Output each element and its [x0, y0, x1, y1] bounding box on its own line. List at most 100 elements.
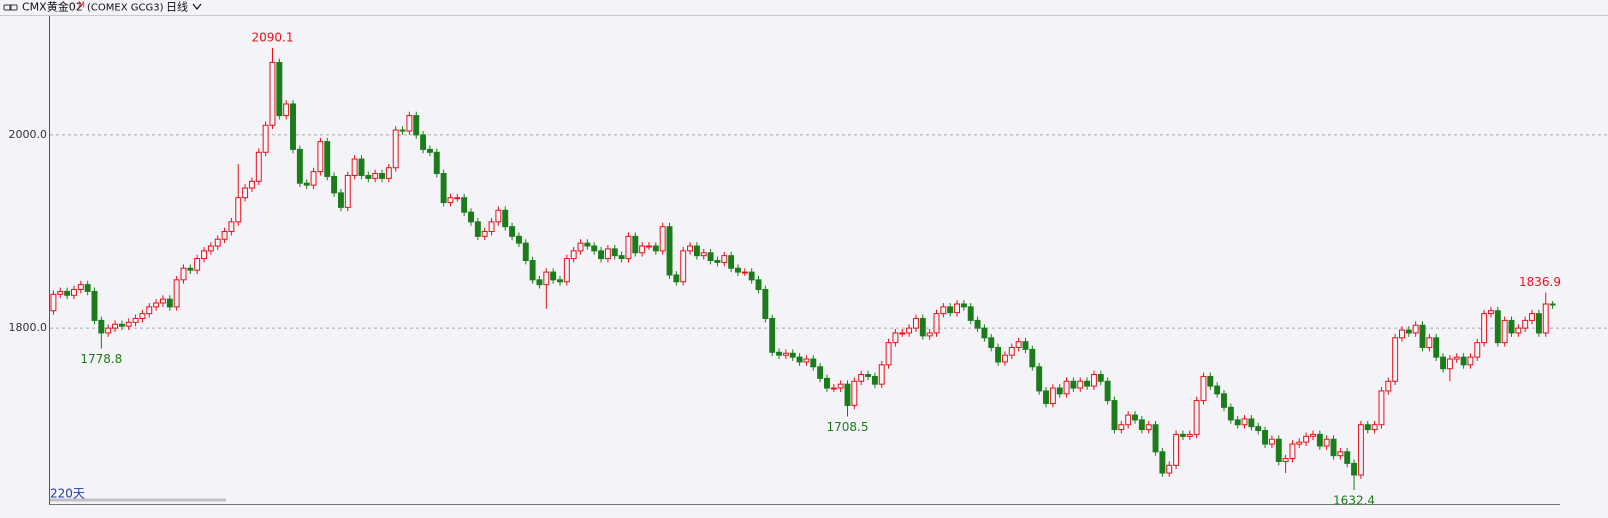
candle-body [1125, 414, 1132, 426]
candle-body [1241, 418, 1248, 426]
candle-body [1200, 375, 1207, 402]
candle-body [379, 173, 385, 179]
candle-body [1179, 433, 1186, 437]
extreme-label: 1836.9 [1519, 275, 1561, 289]
candle-body [1303, 435, 1310, 443]
candle-body [1159, 451, 1166, 474]
candle-body [789, 352, 796, 358]
candle-body [481, 231, 488, 237]
candle-body [1310, 433, 1316, 437]
candle-body [351, 158, 358, 176]
candle-body [796, 356, 803, 363]
candle-body [700, 252, 707, 257]
candle-body [1446, 358, 1453, 370]
candle-body [967, 306, 974, 321]
candle-body [1275, 438, 1282, 462]
candle-body [892, 332, 899, 344]
candle-body [98, 319, 105, 334]
candle-body [1488, 310, 1494, 315]
candle-body [899, 332, 906, 335]
candle-body [317, 141, 324, 173]
candle-body [515, 235, 522, 244]
candle-body [1145, 424, 1152, 431]
candle-body [1494, 310, 1501, 344]
candle-body [420, 134, 427, 150]
candle-body [1535, 313, 1542, 334]
candle-body [1515, 327, 1522, 334]
candle-body [1077, 380, 1084, 389]
candle-body [933, 313, 940, 334]
candle-body [741, 271, 748, 274]
candle-body [858, 374, 865, 382]
candle-body [1056, 387, 1063, 395]
candle-body [1132, 414, 1138, 421]
candle-body [495, 209, 502, 223]
candle-body [105, 327, 112, 334]
candle-body [577, 242, 584, 252]
candle-body [598, 250, 605, 260]
candle-body [954, 303, 960, 314]
candle-body [823, 377, 830, 389]
candle-body [248, 180, 255, 189]
candle-body [125, 321, 132, 327]
candle-body [1063, 380, 1070, 395]
instrument-name: CMX黄金02 [22, 0, 83, 14]
candle-body [1138, 419, 1145, 431]
candle-body [769, 317, 776, 353]
candle-body [865, 374, 871, 377]
candle-body [618, 255, 625, 260]
candle-body [1097, 374, 1104, 382]
candle-body [1104, 380, 1111, 402]
candle-body [625, 235, 632, 260]
candle-body [673, 274, 680, 283]
candle-body [502, 209, 509, 228]
candle-body [1392, 337, 1399, 382]
candle-body [550, 271, 557, 281]
candle-body [324, 141, 331, 177]
candle-body [1255, 426, 1262, 432]
candle-body [1008, 346, 1015, 356]
candle-body [331, 175, 338, 194]
candle-body [1214, 385, 1221, 395]
candle-body [680, 250, 687, 283]
candle-body [1467, 356, 1474, 366]
candle-body [1522, 319, 1529, 329]
period-dropdown-arrow[interactable] [192, 3, 202, 10]
candle-body [748, 271, 755, 281]
candle-body [146, 306, 153, 315]
candle-body [940, 306, 947, 315]
candle-body [262, 124, 269, 153]
candle-body [1221, 393, 1227, 408]
candle-body [639, 245, 646, 254]
candle-body [1385, 380, 1392, 392]
candle-body [536, 279, 543, 286]
y-tick-label: 2000.0 [9, 128, 48, 141]
candle-body [522, 242, 529, 261]
candle-body [1371, 424, 1378, 431]
candle-body [358, 158, 365, 176]
candle-body [372, 173, 379, 179]
candle-body [885, 342, 892, 366]
candle-body [1378, 390, 1385, 426]
period-selector[interactable]: 日线 [166, 0, 188, 14]
candle-body [947, 306, 954, 314]
candle-body [1481, 313, 1488, 344]
candle-body [214, 238, 221, 247]
candle-body [1268, 438, 1275, 445]
candle-body [166, 298, 173, 308]
candle-body [837, 383, 844, 389]
candle-body [1207, 375, 1214, 387]
candle-body [721, 255, 728, 263]
candle-body [755, 279, 762, 290]
candle-body [194, 258, 201, 271]
candle-body [426, 148, 433, 153]
candle-body [235, 197, 242, 223]
candle-body [1330, 438, 1337, 457]
candle-body [310, 171, 317, 186]
candle-body [385, 167, 392, 179]
candle-body [1036, 366, 1043, 392]
candle-body [1289, 443, 1296, 460]
candle-body [1193, 400, 1200, 435]
candle-body [782, 352, 789, 356]
candle-body [112, 323, 118, 329]
